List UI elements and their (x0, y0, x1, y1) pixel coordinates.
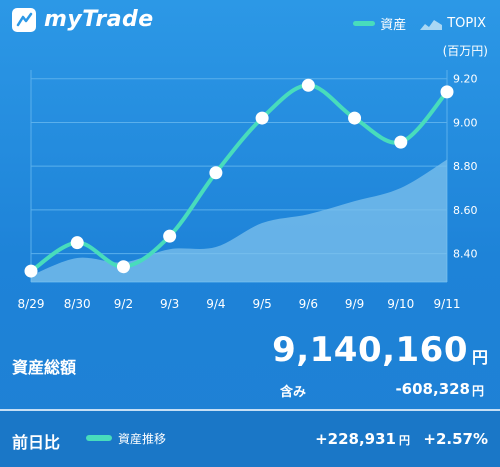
day-change-yen: 円 (399, 434, 410, 447)
y-tick-label: 8.80 (453, 160, 478, 173)
asset-legend-swatch-icon (353, 21, 376, 26)
x-tick-label: 9/3 (160, 297, 179, 311)
chart-unit-label: (百万円) (442, 44, 488, 58)
asset-data-point[interactable] (70, 236, 84, 250)
asset-data-point[interactable] (209, 166, 223, 180)
y-tick-label: 8.40 (453, 248, 478, 261)
section-divider (0, 409, 500, 411)
asset-data-point[interactable] (116, 260, 130, 274)
day-change-amount: +228,931 (315, 430, 396, 448)
asset-data-point[interactable] (440, 85, 454, 99)
x-tick-label: 8/29 (18, 297, 45, 311)
day-change-percent: +2.57% (423, 430, 488, 448)
asset-data-point[interactable] (348, 111, 362, 125)
y-tick-label: 8.60 (453, 204, 478, 217)
x-tick-label: 9/5 (252, 297, 271, 311)
total-assets-value: 9,140,160 (272, 330, 468, 370)
y-tick-label: 9.00 (453, 116, 478, 129)
unrealized-value: -608,328 (395, 380, 470, 398)
topix-legend-swatch-icon (420, 18, 443, 30)
asset-data-point[interactable] (301, 78, 315, 92)
asset-data-point[interactable] (394, 135, 408, 149)
asset-data-point[interactable] (24, 264, 38, 278)
y-tick-label: 9.20 (453, 73, 478, 86)
app-logo[interactable]: myTrade (12, 7, 154, 32)
asset-data-point[interactable] (255, 111, 269, 125)
unrealized-yen: 円 (471, 384, 484, 398)
asset-legend-label: 資産 (380, 18, 407, 33)
x-tick-label: 9/9 (345, 297, 364, 311)
x-tick-label: 9/2 (114, 297, 133, 311)
chart-legend: 資産 TOPIX (353, 14, 486, 33)
topix-area-series (31, 159, 447, 282)
total-assets-yen: 円 (471, 348, 488, 367)
x-tick-label: 9/6 (299, 297, 318, 311)
day-change-bar (0, 411, 500, 467)
topix-legend-label: TOPIX (447, 16, 486, 31)
day-change-label: 前日比 (12, 433, 61, 452)
app-header: myTrade 資産 TOPIX (百万円) (0, 0, 500, 58)
x-tick-label: 9/11 (434, 297, 461, 311)
unrealized-label: 含み (280, 385, 307, 400)
asset-chart[interactable]: 9.20 9.00 8.80 8.60 8.40 8/29 8/30 9/2 9/3 9/4 9/… (0, 0, 500, 322)
mytrade-logo-icon (12, 7, 36, 32)
x-tick-label: 9/10 (387, 297, 414, 311)
app-title: myTrade (44, 7, 154, 32)
asset-trend-legend-icon (86, 435, 112, 441)
total-assets-label: 資産総額 (12, 358, 77, 377)
asset-trend-legend-label: 資産推移 (118, 432, 167, 446)
asset-data-point[interactable] (163, 229, 177, 243)
x-tick-label: 9/4 (206, 297, 225, 311)
asset-line-series (29, 83, 449, 274)
x-tick-label: 8/30 (64, 297, 91, 311)
